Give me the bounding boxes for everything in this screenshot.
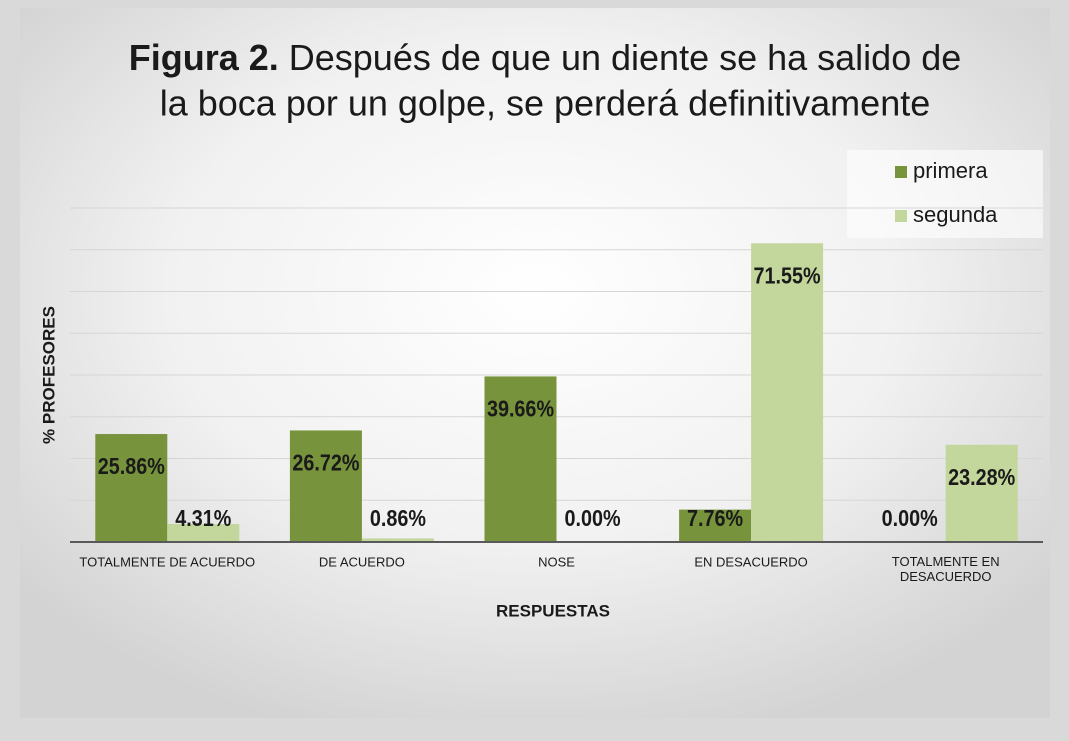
x-tick-label: NOSE xyxy=(538,554,575,569)
bar xyxy=(484,376,557,542)
bar xyxy=(167,524,240,542)
legend-swatch xyxy=(895,210,907,222)
x-axis-title: RESPUESTAS xyxy=(496,601,610,620)
x-tick-label: TOTALMENTE DE ACUERDO xyxy=(79,554,255,569)
chart-panel xyxy=(20,8,1050,718)
chart-title: Figura 2. Después de que un diente se ha… xyxy=(129,37,962,78)
title-line: la boca por un golpe, se perderá definit… xyxy=(160,83,931,124)
bar xyxy=(945,444,1018,542)
legend-box xyxy=(847,150,1043,238)
data-label: 39.66% xyxy=(487,395,554,421)
bar xyxy=(679,509,752,542)
title-prefix: Figura 2. xyxy=(129,37,279,78)
bar xyxy=(751,243,824,542)
legend-label: primera xyxy=(913,158,988,183)
bar xyxy=(95,434,168,542)
data-label: 23.28% xyxy=(948,464,1015,490)
title-line: Después de que un diente se ha salido de xyxy=(289,37,962,78)
data-label: 0.00% xyxy=(882,505,938,531)
legend-swatch xyxy=(895,166,907,178)
bar xyxy=(289,430,362,542)
data-label: 71.55% xyxy=(754,262,821,288)
data-label: 0.86% xyxy=(370,505,426,531)
x-tick-label: EN DESACUERDO xyxy=(694,554,807,569)
data-label: 4.31% xyxy=(175,505,231,531)
data-label: 25.86% xyxy=(98,453,165,479)
x-tick-label: TOTALMENTE EN DESACUERDO xyxy=(892,554,1000,584)
y-axis-title: % PROFESORES xyxy=(39,306,58,444)
x-tick-label: DE ACUERDO xyxy=(319,554,405,569)
data-label: 26.72% xyxy=(292,450,359,476)
legend-label: segunda xyxy=(913,202,998,227)
bar xyxy=(361,538,434,542)
data-label: 7.76% xyxy=(687,505,743,531)
data-label: 0.00% xyxy=(564,505,620,531)
